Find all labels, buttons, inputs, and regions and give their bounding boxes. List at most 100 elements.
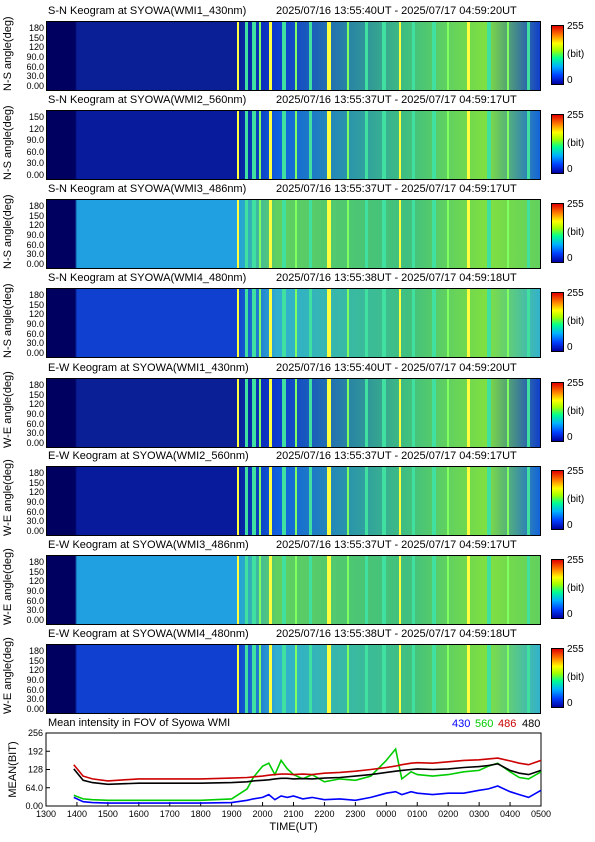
colorbar bbox=[551, 203, 564, 263]
panel-time-range: 2025/07/16 13:55:40UT - 2025/07/17 04:59… bbox=[276, 362, 517, 374]
panel-y-tick: 150 bbox=[28, 655, 44, 666]
colorbar-min-label: 0 bbox=[567, 342, 573, 353]
legend-430: 430 bbox=[452, 718, 471, 730]
x-tick-label: 0400 bbox=[500, 809, 520, 819]
panel-time-range: 2025/07/16 13:55:38UT - 2025/07/17 04:59… bbox=[276, 628, 517, 640]
x-tick-label: 1700 bbox=[160, 809, 180, 819]
keogram-image bbox=[46, 199, 541, 269]
colorbar bbox=[551, 470, 564, 530]
colorbar-max-label: 255 bbox=[567, 644, 584, 655]
panel-y-tick: 180 bbox=[28, 468, 44, 478]
panel-y-tick: 60.0 bbox=[26, 684, 44, 695]
panel-y-tick: 120 bbox=[28, 487, 44, 498]
panel-y-tick: 0.00 bbox=[26, 704, 44, 714]
x-tick-label: 1300 bbox=[36, 809, 56, 819]
panel-title: S-N Keogram at SYOWA(WMI1_430nm) bbox=[48, 5, 247, 17]
panel-title: E-W Keogram at SYOWA(WMI4_480nm) bbox=[48, 628, 249, 640]
x-tick-label: 0200 bbox=[438, 809, 458, 819]
x-tick-label: 2200 bbox=[314, 809, 334, 819]
panel-y-tick: 30.0 bbox=[26, 694, 44, 705]
colorbar-max-label: 255 bbox=[567, 555, 584, 566]
panel-y-tick: 0.00 bbox=[26, 81, 44, 91]
keogram-panel-4: S-N Keogram at SYOWA(WMI4_480nm) 2025/07/… bbox=[0, 272, 595, 360]
panel-y-tick: 120 bbox=[28, 576, 44, 587]
colorbar-min-label: 0 bbox=[567, 75, 573, 86]
panel-y-tick: 0.00 bbox=[26, 259, 44, 269]
keogram-panel-1: S-N Keogram at SYOWA(WMI1_430nm) 2025/07/… bbox=[0, 5, 595, 93]
colorbar-unit-label: (bit) bbox=[567, 494, 585, 505]
keogram-image bbox=[46, 466, 541, 536]
x-axis-label: TIME(UT) bbox=[269, 821, 317, 833]
keogram-panel-7: E-W Keogram at SYOWA(WMI3_486nm) 2025/07/… bbox=[0, 539, 595, 627]
panel-y-tick: 150 bbox=[28, 112, 44, 122]
panel-y-tick: 0.00 bbox=[26, 170, 44, 180]
keogram-image bbox=[46, 644, 541, 714]
keogram-panel-8: E-W Keogram at SYOWA(WMI4_480nm) 2025/07/… bbox=[0, 628, 595, 716]
panel-y-tick: 150 bbox=[28, 299, 44, 310]
x-tick-label: 0500 bbox=[531, 809, 551, 819]
panel-time-range: 2025/07/16 13:55:37UT - 2025/07/17 04:59… bbox=[276, 539, 517, 551]
colorbar bbox=[551, 292, 564, 352]
panel-y-tick: 180 bbox=[28, 290, 44, 300]
panel-y-tick: 0.00 bbox=[26, 615, 44, 625]
line-chart-frame bbox=[45, 732, 542, 807]
panel-y-tick: 60.0 bbox=[26, 418, 44, 429]
colorbar bbox=[551, 25, 564, 85]
colorbar-min-label: 0 bbox=[567, 698, 573, 709]
series-line-560 bbox=[73, 747, 542, 802]
panel-y-tick: 30.0 bbox=[26, 428, 44, 439]
y-axis-label: MEAN(BIT) bbox=[7, 741, 19, 797]
panel-y-tick: 150 bbox=[28, 210, 44, 221]
panel-y-tick: 90.0 bbox=[26, 497, 44, 507]
colorbar-min-label: 0 bbox=[567, 253, 573, 264]
keogram-panel-2: S-N Keogram at SYOWA(WMI2_560nm) 2025/07/… bbox=[0, 94, 595, 182]
panel-y-tick: 180 bbox=[28, 380, 44, 390]
x-tick-label: 2100 bbox=[283, 809, 303, 819]
x-tick-label: 2300 bbox=[345, 809, 365, 819]
x-tick-label: 1800 bbox=[191, 809, 211, 819]
panel-y-tick: 90.0 bbox=[26, 675, 44, 685]
panel-y-tick: 0.00 bbox=[26, 348, 44, 358]
colorbar bbox=[551, 114, 564, 174]
panel-y-tick: 60.0 bbox=[26, 146, 44, 157]
panel-time-range: 2025/07/16 13:55:38UT - 2025/07/17 04:59… bbox=[276, 272, 517, 284]
panel-time-range: 2025/07/16 13:55:37UT - 2025/07/17 04:59… bbox=[276, 94, 517, 106]
x-tick-label: 1400 bbox=[67, 809, 87, 819]
x-tick-label: 1500 bbox=[98, 809, 118, 819]
keogram-image bbox=[46, 378, 541, 448]
series-line-486 bbox=[73, 757, 542, 782]
colorbar-min-label: 0 bbox=[567, 609, 573, 620]
legend-486: 486 bbox=[498, 718, 517, 730]
keogram-image bbox=[46, 110, 541, 180]
colorbar-max-label: 255 bbox=[567, 110, 584, 121]
panel-title: E-W Keogram at SYOWA(WMI2_560nm) bbox=[48, 450, 249, 462]
keogram-image bbox=[46, 555, 541, 625]
panel-y-tick: 180 bbox=[28, 646, 44, 656]
panel-title: S-N Keogram at SYOWA(WMI2_560nm) bbox=[48, 94, 247, 106]
colorbar-max-label: 255 bbox=[567, 21, 584, 32]
colorbar-min-label: 0 bbox=[567, 164, 573, 175]
series-line-430 bbox=[73, 785, 542, 804]
colorbar-unit-label: (bit) bbox=[567, 583, 585, 594]
keogram-panel-5: E-W Keogram at SYOWA(WMI1_430nm) 2025/07/… bbox=[0, 362, 595, 450]
colorbar-max-label: 255 bbox=[567, 288, 584, 299]
panel-y-tick: 60.0 bbox=[26, 328, 44, 339]
panel-title: S-N Keogram at SYOWA(WMI4_480nm) bbox=[48, 272, 247, 284]
panel-y-tick: 30.0 bbox=[26, 158, 44, 169]
panel-y-tick: 90.0 bbox=[26, 319, 44, 329]
colorbar-unit-label: (bit) bbox=[567, 316, 585, 327]
panel-title: S-N Keogram at SYOWA(WMI3_486nm) bbox=[48, 183, 247, 195]
panel-y-tick: 60.0 bbox=[26, 239, 44, 250]
panel-y-tick: 150 bbox=[28, 477, 44, 488]
line-chart-title: Mean intensity in FOV of Syowa WMI bbox=[48, 717, 231, 729]
panel-time-range: 2025/07/16 13:55:40UT - 2025/07/17 04:59… bbox=[276, 5, 517, 17]
x-tick-label: 0300 bbox=[469, 809, 489, 819]
keogram-image bbox=[46, 288, 541, 358]
panel-y-tick: 90.0 bbox=[26, 52, 44, 62]
panel-y-tick: 30.0 bbox=[26, 516, 44, 527]
panel-y-tick: 30.0 bbox=[26, 249, 44, 260]
panel-time-range: 2025/07/16 13:55:37UT - 2025/07/17 04:59… bbox=[276, 450, 517, 462]
panel-y-tick: 150 bbox=[28, 32, 44, 43]
